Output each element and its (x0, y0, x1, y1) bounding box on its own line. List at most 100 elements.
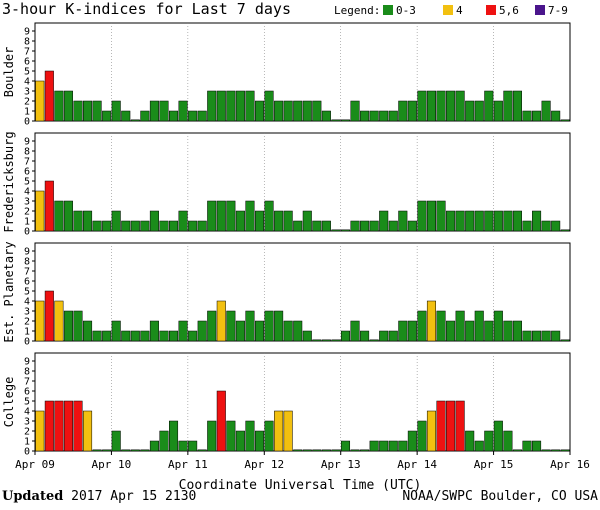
chart-title: 3-hour K-indices for Last 7 days (2, 0, 291, 18)
k-index-bar (465, 210, 475, 232)
y-tick-label: 9 (24, 27, 30, 38)
k-index-bar (321, 220, 331, 232)
k-index-bar (274, 100, 284, 122)
k-index-bar (121, 220, 131, 232)
k-index-bar (560, 449, 570, 452)
k-index-bar (149, 440, 159, 452)
k-index-bar (274, 410, 284, 452)
y-tick-label: 4 (24, 407, 30, 418)
y-tick-label: 3 (24, 417, 30, 428)
panels: 0123456789Boulder0123456789Fredericksbur… (2, 22, 571, 458)
k-index-bar (369, 110, 379, 122)
k-index-bar (360, 110, 370, 122)
k-index-bar (102, 449, 112, 452)
y-tick-label: 2 (24, 97, 30, 108)
k-index-bar (226, 200, 236, 232)
k-index-bar (245, 420, 255, 452)
x-tick-label: Apr 16 (550, 458, 590, 471)
k-index-bar (398, 100, 408, 122)
k-index-bar (178, 440, 188, 452)
y-tick-label: 1 (24, 107, 30, 118)
y-tick-label: 2 (24, 317, 30, 328)
k-index-bar (83, 410, 93, 452)
y-tick-label: 5 (24, 67, 30, 78)
k-index-bar (197, 449, 207, 452)
k-index-bar (197, 320, 207, 342)
k-index-bar (407, 220, 417, 232)
k-index-bar (169, 110, 179, 122)
y-tick-label: 8 (24, 367, 30, 378)
k-index-bar (226, 420, 236, 452)
k-index-bar (159, 330, 169, 342)
k-index-bar (436, 90, 446, 122)
k-index-bar (73, 400, 83, 452)
k-index-bar (360, 330, 370, 342)
k-index-bar (197, 220, 207, 232)
k-index-bar (503, 210, 513, 232)
k-index-bar (522, 330, 532, 342)
k-index-bar (465, 320, 475, 342)
k-index-bar (188, 110, 198, 122)
k-index-bar (551, 220, 561, 232)
k-index-bar (484, 210, 494, 232)
k-index-bar (35, 410, 45, 452)
k-index-bar (321, 449, 331, 452)
k-index-bar (446, 400, 456, 452)
k-index-bar (388, 440, 398, 452)
k-index-bar (226, 90, 236, 122)
k-index-bar (388, 110, 398, 122)
k-index-bar (54, 200, 64, 232)
k-index-bar (407, 320, 417, 342)
y-tick-label: 9 (24, 357, 30, 368)
k-index-bar (207, 90, 217, 122)
k-index-bar (35, 300, 45, 342)
k-index-bar (264, 90, 274, 122)
k-index-bar (178, 320, 188, 342)
k-index-bar (369, 339, 379, 342)
k-index-bar (111, 320, 121, 342)
legend-swatch (535, 5, 545, 15)
k-index-bar (283, 100, 293, 122)
x-tick-label: Apr 12 (244, 458, 284, 471)
k-index-bar (102, 110, 112, 122)
k-index-bar (226, 310, 236, 342)
k-index-bar (474, 310, 484, 342)
y-tick-label: 1 (24, 327, 30, 338)
k-index-bar (436, 310, 446, 342)
k-index-bar (512, 449, 522, 452)
k-index-bar (35, 80, 45, 122)
y-tick-label: 4 (24, 297, 30, 308)
y-tick-label: 6 (24, 57, 30, 68)
k-index-bar (340, 440, 351, 452)
k-index-bar (216, 90, 226, 122)
k-index-bar (541, 100, 551, 122)
k-index-bar (417, 200, 427, 232)
k-index-bar (245, 200, 255, 232)
k-index-bar (283, 320, 293, 342)
panel-station-label: Boulder (2, 47, 16, 98)
k-index-bar (512, 90, 522, 122)
k-index-bar (63, 90, 73, 122)
y-tick-label: 5 (24, 177, 30, 188)
k-index-bar (379, 110, 389, 122)
y-tick-label: 4 (24, 77, 30, 88)
y-tick-label: 9 (24, 247, 30, 258)
k-index-bar (54, 400, 64, 452)
k-index-bar (302, 210, 312, 232)
x-tick-label: Apr 11 (168, 458, 208, 471)
k-index-bar (73, 100, 83, 122)
k-index-bar (369, 220, 379, 232)
y-tick-label: 0 (24, 117, 30, 128)
k-index-bar (254, 320, 265, 342)
k-index-bar (417, 90, 427, 122)
k-index-bar (197, 110, 207, 122)
k-index-bar (541, 449, 551, 452)
k-index-bar (235, 210, 245, 232)
k-index-bar (178, 100, 188, 122)
k-index-bar (302, 449, 312, 452)
k-index-bar (235, 90, 245, 122)
k-index-bar (532, 330, 542, 342)
k-index-bar (493, 310, 503, 342)
k-index-bar (111, 430, 121, 452)
